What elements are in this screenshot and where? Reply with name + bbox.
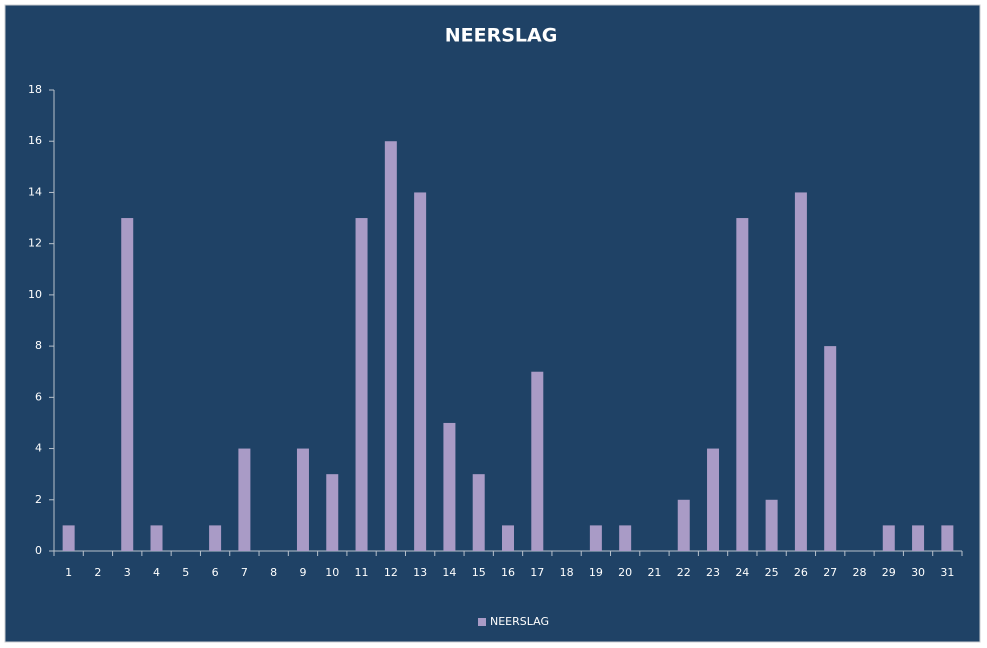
bar xyxy=(238,448,251,551)
x-tick-label: 26 xyxy=(794,566,808,579)
x-tick-label: 29 xyxy=(882,566,896,579)
bar xyxy=(765,499,778,551)
chart-background xyxy=(4,4,981,643)
y-tick-label: 12 xyxy=(28,237,42,250)
y-tick-label: 4 xyxy=(35,442,42,455)
x-tick-label: 11 xyxy=(355,566,369,579)
bar xyxy=(619,525,632,551)
x-tick-label: 10 xyxy=(325,566,339,579)
chart-title: NEERSLAG xyxy=(445,25,558,47)
bar xyxy=(531,371,544,551)
x-tick-label: 7 xyxy=(241,566,248,579)
bar xyxy=(472,474,485,551)
y-tick-label: 18 xyxy=(28,83,42,96)
x-tick-label: 21 xyxy=(647,566,661,579)
bar xyxy=(62,525,75,551)
x-tick-label: 17 xyxy=(530,566,544,579)
x-tick-label: 25 xyxy=(765,566,779,579)
legend-label: NEERSLAG xyxy=(490,615,549,628)
x-tick-label: 8 xyxy=(270,566,277,579)
x-tick-label: 30 xyxy=(911,566,925,579)
x-tick-label: 15 xyxy=(472,566,486,579)
bar xyxy=(707,448,720,551)
x-tick-label: 13 xyxy=(413,566,427,579)
bar xyxy=(443,422,456,551)
x-tick-label: 24 xyxy=(735,566,749,579)
x-tick-label: 5 xyxy=(182,566,189,579)
x-tick-label: 12 xyxy=(384,566,398,579)
x-tick-label: 16 xyxy=(501,566,515,579)
y-tick-label: 16 xyxy=(28,134,42,147)
y-tick-label: 6 xyxy=(35,390,42,403)
y-tick-label: 2 xyxy=(35,493,42,506)
x-tick-label: 9 xyxy=(299,566,306,579)
bar xyxy=(589,525,602,551)
bar xyxy=(326,474,339,551)
x-tick-label: 31 xyxy=(940,566,954,579)
y-tick-label: 0 xyxy=(35,544,42,557)
bar xyxy=(296,448,309,551)
bar xyxy=(941,525,954,551)
x-tick-label: 18 xyxy=(560,566,574,579)
bar xyxy=(150,525,163,551)
x-tick-label: 19 xyxy=(589,566,603,579)
x-tick-label: 23 xyxy=(706,566,720,579)
bar xyxy=(882,525,895,551)
bar xyxy=(502,525,514,551)
bar xyxy=(736,218,749,552)
bar xyxy=(209,525,222,551)
bar xyxy=(794,192,807,551)
x-tick-label: 27 xyxy=(823,566,837,579)
x-tick-label: 4 xyxy=(153,566,160,579)
x-tick-label: 1 xyxy=(65,566,72,579)
bar xyxy=(384,141,397,551)
y-tick-label: 8 xyxy=(35,339,42,352)
bar xyxy=(824,346,837,551)
x-tick-label: 6 xyxy=(212,566,219,579)
legend-swatch xyxy=(478,618,486,626)
x-tick-label: 2 xyxy=(94,566,101,579)
y-tick-label: 14 xyxy=(28,185,42,198)
x-tick-label: 14 xyxy=(442,566,456,579)
bar xyxy=(414,192,427,551)
bar xyxy=(912,525,925,551)
x-tick-label: 22 xyxy=(677,566,691,579)
x-tick-label: 28 xyxy=(852,566,866,579)
x-tick-label: 20 xyxy=(618,566,632,579)
bar xyxy=(677,499,690,551)
y-tick-label: 10 xyxy=(28,288,42,301)
x-tick-label: 3 xyxy=(124,566,131,579)
bar xyxy=(121,218,134,552)
bar xyxy=(355,218,368,552)
